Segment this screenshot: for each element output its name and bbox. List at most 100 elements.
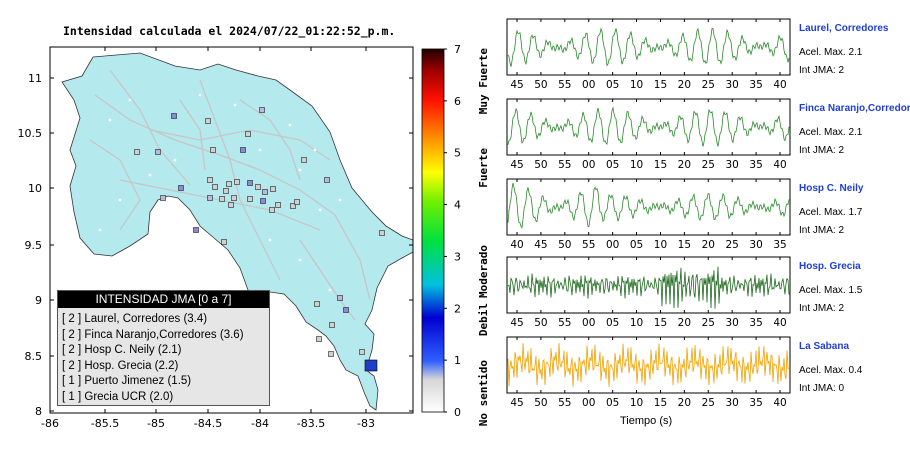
station-marker xyxy=(329,322,335,328)
trace-tick-label: 55 xyxy=(558,79,571,91)
trace-panel xyxy=(506,98,791,156)
trace-tick-label: 45 xyxy=(510,317,523,329)
legend-list: [ 2 ] Laurel, Corredores (3.4) [ 2 ] Finc… xyxy=(58,308,269,405)
city-dot xyxy=(318,208,322,212)
station-marker xyxy=(269,207,275,213)
legend-item: [ 2 ] Laurel, Corredores (3.4) xyxy=(62,313,208,325)
station-marker xyxy=(259,107,265,113)
xaxis-label: Tiempo (s) xyxy=(620,415,673,427)
station-marker xyxy=(223,188,229,194)
trace-tick-label: 05 xyxy=(606,79,619,91)
trace-tick-label: 35 xyxy=(749,79,762,91)
map-ytick-label: 9.5 xyxy=(25,239,43,252)
legend-box: INTENSIDAD JMA [0 a 7] [ 2 ] Laurel, Cor… xyxy=(57,290,270,406)
trace-peak-acceleration: Acel. Max. 2.1 xyxy=(799,127,863,138)
station-marker xyxy=(316,336,322,342)
legend-item: [ 1 ] Puerto Jimenez (1.5) xyxy=(62,375,192,387)
trace-tick-label: 50 xyxy=(558,239,571,251)
trace-waveform xyxy=(507,182,790,229)
colorbar-tick-label: 7 xyxy=(454,43,461,56)
trace-tick-label: 05 xyxy=(630,239,643,251)
trace-tick-label: 20 xyxy=(678,159,691,171)
station-marker xyxy=(234,179,240,185)
station-marker xyxy=(260,198,266,204)
colorbar xyxy=(421,48,445,413)
station-marker xyxy=(343,307,349,313)
station-marker xyxy=(212,184,218,190)
map-ytick-label: 8 xyxy=(35,405,42,418)
trace-tick-label: 55 xyxy=(558,317,571,329)
trace-tick-label: 25 xyxy=(702,397,715,409)
station-marker xyxy=(301,157,307,163)
city-dot xyxy=(298,258,302,262)
trace-panel xyxy=(506,18,791,76)
city-dot xyxy=(98,228,102,232)
colorbar-tick-label: 3 xyxy=(454,250,461,263)
trace-tick-label: 45 xyxy=(510,397,523,409)
map-ytick-label: 11 xyxy=(28,72,42,85)
colorbar-tick-label: 5 xyxy=(454,147,461,160)
map-ytick-label: 9 xyxy=(35,294,42,307)
city-dot xyxy=(268,238,272,242)
station-marker xyxy=(219,196,225,202)
city-dot xyxy=(338,198,342,202)
city-dot xyxy=(328,288,332,292)
trace-waveform xyxy=(507,266,790,309)
city-dot xyxy=(198,93,202,97)
station-marker xyxy=(210,147,216,153)
colorbar-tick-label: 0 xyxy=(454,406,461,419)
stations xyxy=(98,93,385,357)
trace-tick-label: 40 xyxy=(773,159,786,171)
trace-tick-label: 40 xyxy=(773,79,786,91)
map-xtick-label: -85 xyxy=(147,417,165,430)
city-dot xyxy=(148,173,152,177)
trace-tick-label: 30 xyxy=(725,79,738,91)
station-marker xyxy=(247,196,253,202)
colorbar-tick-label: 2 xyxy=(454,302,461,315)
trace-tick-label: 05 xyxy=(606,397,619,409)
station-marker xyxy=(245,131,251,137)
colorbar-category-label: Fuerte xyxy=(477,148,490,188)
legend-item: [ 2 ] Hosp C. Neily (2.1) xyxy=(62,344,182,356)
station-marker xyxy=(247,180,253,186)
map-xtick-label: -83.5 xyxy=(297,417,325,430)
map-xtick-label: -84 xyxy=(251,417,269,430)
trace-tick-label: 25 xyxy=(702,159,715,171)
trace-tick-label: 00 xyxy=(582,159,595,171)
trace-tick-label: 50 xyxy=(534,79,547,91)
trace-tick-label: 25 xyxy=(702,79,715,91)
trace-tick-label: 05 xyxy=(606,317,619,329)
trace-station-name: Hosp C. Neily xyxy=(799,183,864,194)
trace-tick-label: 00 xyxy=(606,239,619,251)
trace-tick-label: 45 xyxy=(510,159,523,171)
trace-jma-intensity: Int JMA: 2 xyxy=(799,303,845,314)
trace-station-name: La Sabana xyxy=(799,341,850,352)
station-marker xyxy=(240,147,246,153)
station-marker xyxy=(134,149,140,155)
trace-jma-intensity: Int JMA: 2 xyxy=(799,65,845,76)
station-marker xyxy=(294,199,300,205)
trace-tick-label: 25 xyxy=(725,239,738,251)
legend-item: [ 2 ] Finca Naranjo,Corredores (3.6) xyxy=(62,328,244,341)
map-ytick-label: 8.5 xyxy=(25,350,43,363)
city-dot xyxy=(108,118,112,122)
trace-tick-label: 15 xyxy=(654,159,667,171)
trace-tick-label: 15 xyxy=(654,79,667,91)
trace-tick-label: 10 xyxy=(654,239,667,251)
station-marker xyxy=(207,177,213,183)
trace-tick-label: 05 xyxy=(606,159,619,171)
station-marker xyxy=(314,301,320,307)
station-marker xyxy=(262,189,268,195)
map-title: Intensidad calculada el 2024/07/22_01:22… xyxy=(63,24,396,38)
legend-title: INTENSIDAD JMA [0 a 7] xyxy=(58,291,269,308)
trace-tick-label: 40 xyxy=(773,317,786,329)
trace-tick-label: 15 xyxy=(654,317,667,329)
city-dot xyxy=(288,123,292,127)
trace-tick-label: 10 xyxy=(630,317,643,329)
city-dot xyxy=(313,148,317,152)
trace-jma-intensity: Int JMA: 0 xyxy=(799,383,845,394)
trace-tick-label: 25 xyxy=(702,317,715,329)
trace-station-name: Laurel, Corredores xyxy=(799,23,889,34)
